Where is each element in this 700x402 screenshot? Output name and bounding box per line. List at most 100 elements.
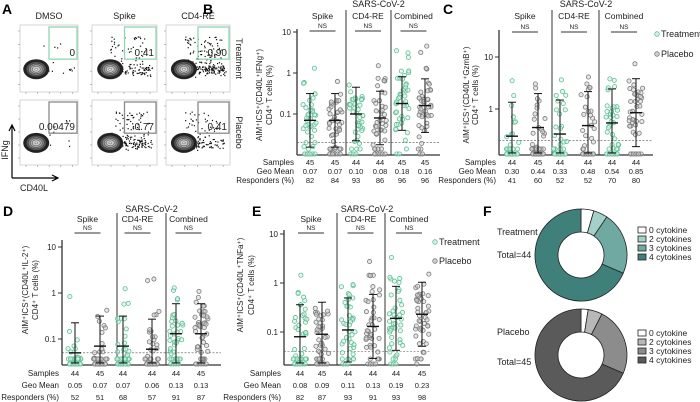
flow-event [217,69,219,71]
legend-label: Placebo [439,256,472,266]
flow-event [204,66,206,68]
data-point [350,351,356,357]
table-cell: 0.11 [341,381,355,390]
table-cell: 44 [608,158,616,167]
table-cell: 91 [172,393,180,402]
flow-event [111,45,114,48]
significance-label: NS [404,225,414,232]
data-point [426,331,432,337]
flow-event [200,54,202,56]
data-point [390,308,396,314]
flow-event [147,131,150,133]
table-row-label: Geo Mean [244,381,281,390]
data-point [364,344,370,350]
flow-event [209,44,211,46]
flow-event [137,123,139,126]
flow-event [136,64,138,66]
data-point [626,118,632,124]
flow-event [216,42,219,45]
column-treatment [65,293,84,367]
flow-event [126,70,128,72]
flow-event [209,141,211,143]
data-point [394,352,400,358]
table-cell: 41 [508,176,516,185]
flow-event [214,56,216,58]
flow-event [209,66,211,68]
table-row-label: Geo Mean [257,167,294,176]
flow-event [148,122,150,125]
flow-event [122,70,124,73]
flow-event [125,144,127,147]
flow-event [206,59,208,61]
data-point [375,356,381,362]
flow-event [217,127,219,129]
data-point [339,350,345,356]
flow-event [187,126,190,128]
group-label: Spike [77,214,99,224]
data-point [314,327,320,333]
data-point [532,81,538,87]
data-point [552,151,558,157]
data-point [355,106,361,112]
flow-event [117,119,119,122]
flow-event [211,147,213,149]
panel-header: SARS-CoV-2 [341,204,394,214]
flow-event [212,64,215,66]
data-point [301,80,307,86]
flow-event [216,128,218,130]
data-point [636,130,642,136]
data-point [558,136,564,142]
data-point [605,125,611,131]
legend-swatch-icon [637,235,647,243]
data-point [336,127,342,133]
panel-label: D [3,203,13,219]
flow-event [189,43,191,46]
y-axis-label: CD4⁺ T cells (%) [265,65,274,125]
data-point [423,65,429,71]
flow-event [198,114,200,116]
flow-event [191,124,193,126]
data-point [507,146,513,152]
data-point [167,328,173,334]
flow-event [126,123,128,125]
data-point [326,350,332,356]
flow-event [131,114,134,117]
flow-event [125,73,127,75]
flow-event [139,142,141,144]
table-cell: 70 [608,176,616,185]
flow-event [122,135,124,138]
flow-event [144,143,146,145]
table-cell: 60 [534,176,542,185]
flow-event [196,142,199,144]
flow-event [143,137,145,140]
flow-event [219,67,221,69]
data-point [316,337,322,343]
flow-event [197,136,200,138]
data-point [174,356,180,362]
data-point [315,348,321,354]
data-point [414,361,420,367]
legend-swatch-icon [637,226,647,234]
flow-event [213,72,215,74]
flow-event [198,72,200,74]
data-point [171,285,177,291]
flow-event [134,38,136,41]
data-point [382,137,388,143]
data-point [390,356,396,362]
legend-swatch-icon [637,253,647,261]
table-cell: 96 [398,176,406,185]
flow-event [120,60,123,62]
flow-event [200,61,202,63]
data-point [298,272,304,278]
flow-event [143,113,145,115]
flow-event [198,67,200,69]
data-point [516,139,522,145]
y-tick-label: 10 [484,53,493,62]
flow-event [141,55,144,57]
table-cell: 0.19 [389,381,404,390]
data-point [304,316,310,322]
flow-event [148,64,151,67]
table-cell: 0.07 [328,167,343,176]
data-point [337,91,343,97]
